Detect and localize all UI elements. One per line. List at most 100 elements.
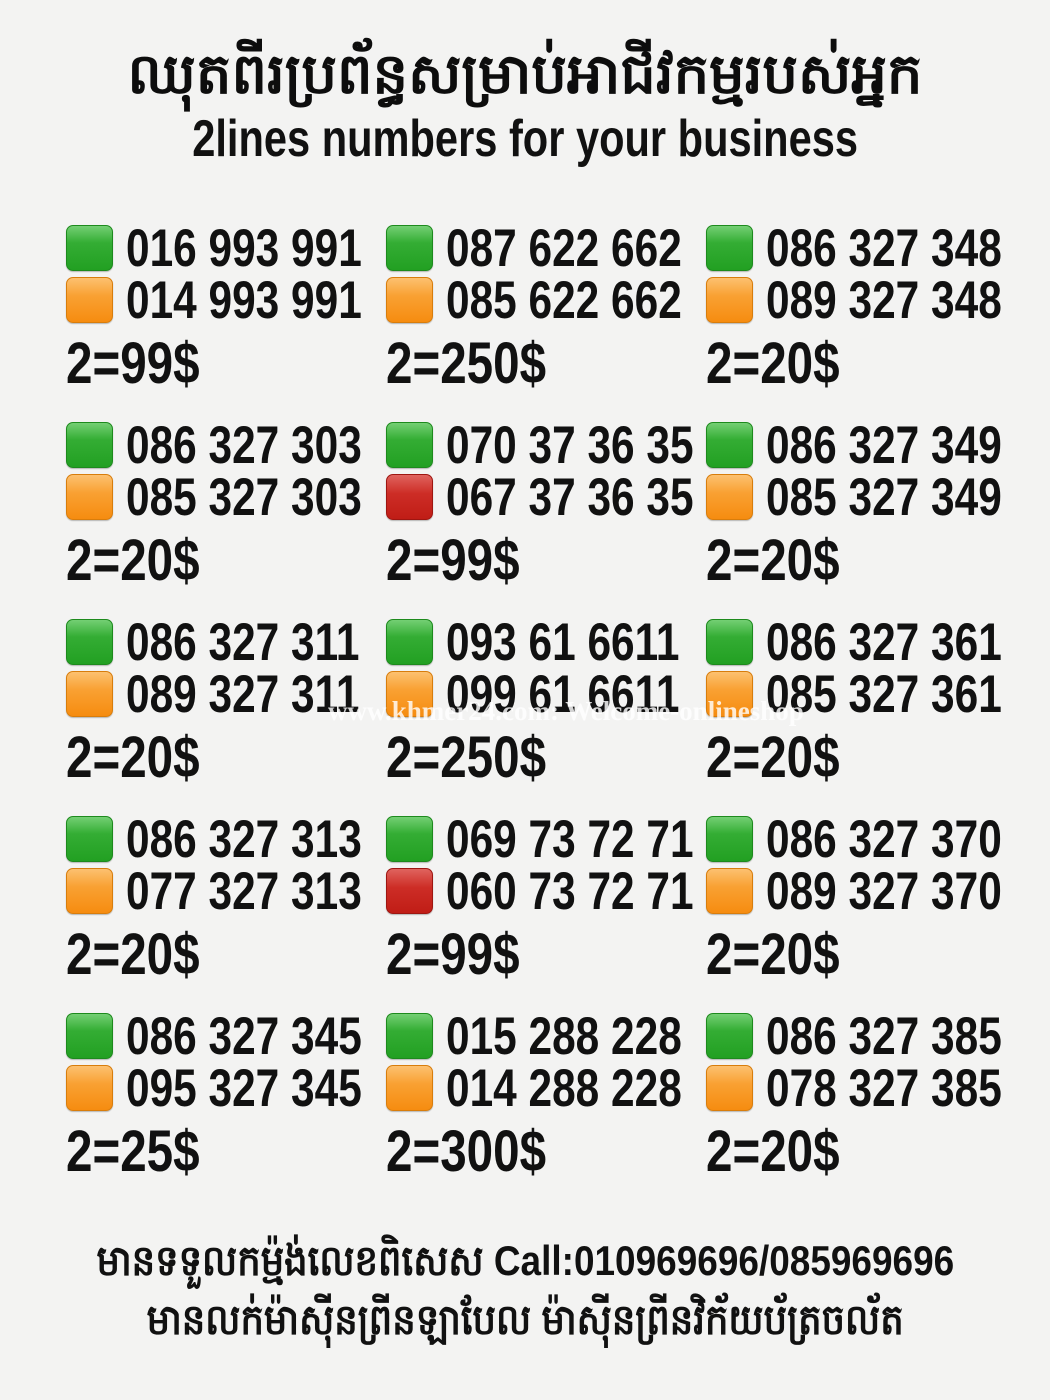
number-line-2: 085 327 349 — [706, 467, 1026, 527]
green-sim-icon — [706, 1013, 753, 1059]
number-pair-card: 070 37 36 35 067 37 36 35 2=99$ — [386, 419, 706, 590]
orange-sim-icon — [386, 671, 433, 717]
price-label: 2=20$ — [66, 528, 200, 593]
price-label: 2=20$ — [706, 331, 840, 396]
number-line-1: 086 327 385 — [706, 1006, 1026, 1066]
number-line-1: 086 327 313 — [66, 809, 386, 869]
phone-number: 086 327 370 — [766, 809, 1002, 869]
page-title-khmer: ឈុតពីរប្រព័ន្ធសម្រាប់អាជីវកម្មរបស់អ្នក — [127, 42, 923, 105]
number-pair-card: 087 622 662 085 622 662 2=250$ — [386, 222, 706, 393]
phone-number: 069 73 72 71 — [446, 809, 694, 869]
price-line: 2=20$ — [66, 729, 386, 787]
green-sim-icon — [66, 1013, 113, 1059]
footer-contact-text: មានទទួលកម្ម៉ង់លេខពិសេស Call:010969696/08… — [96, 1237, 954, 1284]
price-line: 2=99$ — [386, 926, 706, 984]
phone-number: 089 327 370 — [766, 861, 1002, 921]
phone-number: 089 327 348 — [766, 270, 1002, 330]
price-line: 2=99$ — [386, 532, 706, 590]
number-line-1: 086 327 349 — [706, 419, 1026, 472]
phone-number: 070 37 36 35 — [446, 415, 694, 475]
green-sim-icon — [66, 816, 113, 862]
number-line-2: 014 288 228 — [386, 1062, 706, 1115]
number-line-1: 093 61 6611 — [386, 612, 706, 672]
price-line: 2=20$ — [66, 926, 386, 984]
phone-number: 016 993 991 — [126, 218, 362, 278]
number-line-1: 086 327 345 — [66, 1006, 386, 1066]
page-title-english-text: 2lines numbers for your business — [192, 110, 858, 169]
phone-number: 015 288 228 — [446, 1006, 682, 1066]
price-label: 2=25$ — [66, 1119, 200, 1184]
flyer-header: ឈុតពីរប្រព័ន្ធសម្រាប់អាជីវកម្មរបស់អ្នក 2… — [0, 0, 1050, 169]
number-pair-card: 086 327 348 089 327 348 2=20$ — [706, 222, 1026, 393]
green-sim-icon — [706, 816, 753, 862]
phone-number: 078 327 385 — [766, 1058, 1002, 1118]
price-line: 2=25$ — [66, 1123, 386, 1181]
price-line: 2=20$ — [66, 532, 386, 590]
price-label: 2=20$ — [66, 725, 200, 790]
price-line: 2=20$ — [706, 532, 1026, 590]
number-line-1: 016 993 991 — [66, 218, 386, 278]
price-label: 2=250$ — [386, 331, 547, 396]
number-line-1: 086 327 370 — [706, 809, 1026, 869]
page-title-english: 2lines numbers for your business — [0, 109, 1050, 169]
orange-sim-icon — [386, 277, 433, 323]
number-pair-card: 086 327 361 085 327 361 2=20$ — [706, 616, 1026, 787]
number-line-1: 015 288 228 — [386, 1006, 706, 1066]
number-line-1: 086 327 361 — [706, 612, 1026, 672]
price-label: 2=20$ — [706, 528, 840, 593]
phone-number: 077 327 313 — [126, 861, 362, 921]
number-line-2: 085 622 662 — [386, 274, 706, 327]
price-label: 2=99$ — [386, 922, 520, 987]
number-line-1: 087 622 662 — [386, 222, 706, 275]
phone-number: 095 327 345 — [126, 1058, 362, 1118]
phone-number: 089 327 311 — [126, 664, 360, 724]
number-line-2: 014 993 991 — [66, 274, 386, 327]
phone-number: 093 61 6611 — [446, 612, 680, 672]
price-line: 2=250$ — [386, 335, 706, 393]
number-pair-card: 086 327 345 095 327 345 2=25$ — [66, 1010, 386, 1181]
phone-number: 086 327 348 — [766, 218, 1002, 278]
green-sim-icon — [66, 225, 113, 271]
phone-number: 086 327 311 — [126, 612, 360, 672]
number-line-1: 086 327 311 — [66, 612, 386, 672]
phone-number: 099 61 6611 — [446, 664, 680, 724]
number-line-2: 099 61 6611 — [386, 664, 706, 724]
number-line-2: 060 73 72 71 — [386, 861, 706, 921]
number-pair-card: 086 327 311 089 327 311 2=20$ — [66, 616, 386, 787]
phone-number: 085 327 303 — [126, 467, 362, 527]
orange-sim-icon — [66, 1065, 113, 1111]
price-line: 2=20$ — [706, 729, 1026, 787]
green-sim-icon — [706, 225, 753, 271]
phone-number: 060 73 72 71 — [446, 861, 694, 921]
footer-products-text: មានលក់ម៉ាស៊ីនព្រីនឡាបែល ម៉ាស៊ីនព្រីនវិក័… — [146, 1295, 904, 1343]
phone-number: 086 327 345 — [126, 1006, 362, 1066]
number-line-2: 067 37 36 35 — [386, 467, 706, 527]
price-label: 2=20$ — [706, 922, 840, 987]
orange-sim-icon — [66, 474, 113, 520]
orange-sim-icon — [66, 671, 113, 717]
green-sim-icon — [386, 422, 433, 468]
number-line-1: 086 327 303 — [66, 419, 386, 472]
footer-products-line: មានលក់ម៉ាស៊ីនព្រីនឡាបែល ម៉ាស៊ីនព្រីនវិក័… — [0, 1291, 1050, 1350]
orange-sim-icon — [706, 868, 753, 914]
number-line-2: 089 327 348 — [706, 270, 1026, 330]
phone-number: 086 327 313 — [126, 809, 362, 869]
number-line-2: 089 327 370 — [706, 861, 1026, 921]
phone-number: 086 327 385 — [766, 1006, 1002, 1066]
price-line: 2=250$ — [386, 729, 706, 787]
number-line-2: 085 327 361 — [706, 668, 1026, 721]
green-sim-icon — [706, 619, 753, 665]
price-label: 2=20$ — [706, 725, 840, 790]
number-line-1: 086 327 348 — [706, 218, 1026, 278]
phone-number: 085 327 349 — [766, 467, 1002, 527]
price-line: 2=20$ — [706, 926, 1026, 984]
number-line-2: 085 327 303 — [66, 467, 386, 527]
orange-sim-icon — [706, 277, 753, 323]
price-line: 2=20$ — [706, 1123, 1026, 1181]
numbers-grid: 016 993 991 014 993 991 2=99$ 087 622 66… — [0, 222, 1026, 1181]
phone-number: 086 327 361 — [766, 612, 1002, 672]
price-label: 2=99$ — [66, 331, 200, 396]
flyer-footer: មានទទួលកម្ម៉ង់លេខពិសេស Call:010969696/08… — [0, 1232, 1050, 1350]
phone-number: 067 37 36 35 — [446, 467, 694, 527]
